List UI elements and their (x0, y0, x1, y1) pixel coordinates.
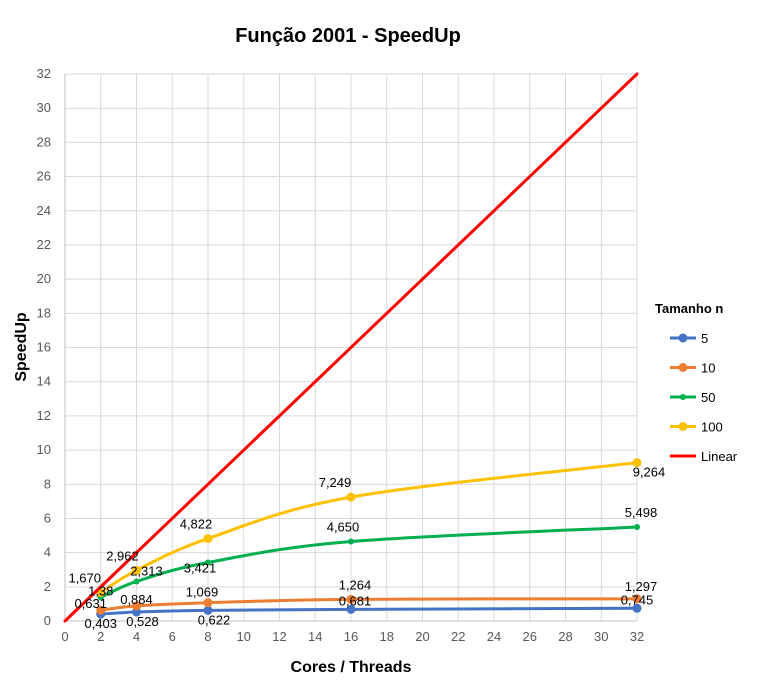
data-label-100-4: 9,264 (633, 465, 666, 480)
y-tick-label: 24 (37, 203, 51, 218)
series-line-5 (99, 606, 639, 616)
data-label-100-0: 1,670 (68, 570, 101, 585)
data-label-100-1: 2,962 (106, 548, 139, 563)
data-point-50-3 (348, 538, 354, 545)
data-label-50-2: 3,421 (184, 561, 217, 576)
data-point-100-1 (132, 565, 141, 575)
x-tick-label: 4 (133, 629, 140, 644)
data-label-10-3: 1,264 (339, 577, 372, 592)
legend-marker-5 (678, 333, 688, 343)
x-tick-label: 32 (630, 629, 644, 644)
data-point-5-3 (346, 604, 356, 614)
x-tick-label: 24 (487, 629, 501, 644)
data-label-50-1: 2,313 (130, 563, 163, 578)
data-point-10-4 (632, 594, 642, 604)
data-label-5-2: 0,622 (198, 612, 231, 627)
data-point-10-1 (132, 601, 141, 611)
data-label-10-1: 0,884 (120, 592, 153, 607)
data-point-5-2 (203, 605, 213, 615)
data-point-10-0 (96, 605, 106, 615)
x-tick-label: 2 (97, 629, 104, 644)
y-axis-title: SpeedUp (13, 312, 30, 382)
legend-label-50: 50 (701, 390, 715, 405)
legend-label-5: 5 (701, 331, 708, 346)
y-tick-label: 18 (37, 305, 51, 320)
legend: Tamanho n 5 10 50 100 Linear (655, 301, 738, 464)
y-tick-label: 20 (37, 271, 51, 286)
y-tick-label: 30 (37, 100, 51, 115)
data-point-10-3 (346, 594, 356, 604)
data-label-50-0: 1,38 (88, 583, 113, 598)
x-tick-label: 28 (558, 629, 572, 644)
x-tick-label: 26 (523, 629, 537, 644)
legend-marker-50 (680, 394, 686, 400)
y-tick-label: 22 (37, 237, 51, 252)
data-label-100-3: 7,249 (319, 475, 352, 490)
x-tick-label: 30 (594, 629, 608, 644)
data-label-5-1: 0,528 (126, 614, 159, 629)
data-point-50-4 (634, 524, 640, 531)
y-tick-label: 8 (44, 476, 51, 491)
data-label-50-3: 4,650 (327, 520, 360, 535)
data-point-50-1 (133, 578, 140, 585)
axes: 0 2 4 6 8 10 12 14 16 18 20 22 24 26 28 30 3202468101214… (37, 66, 645, 644)
series-lines (63, 72, 642, 623)
data-point-100-4 (632, 458, 642, 468)
data-label-100-2: 4,822 (180, 517, 213, 532)
data-label-5-0: 0,403 (84, 616, 117, 631)
series-line-linear (63, 72, 639, 623)
legend-marker-10 (678, 363, 688, 372)
x-axis-title: Cores / Threads (291, 659, 412, 676)
y-tick-label: 14 (37, 374, 51, 389)
legend-label-10: 10 (701, 361, 715, 376)
data-label-10-2: 1,069 (186, 585, 219, 600)
legend-marker-100 (678, 422, 688, 431)
y-tick-label: 2 (44, 579, 51, 594)
y-tick-label: 10 (37, 442, 51, 457)
legend-label-linear: Linear (701, 449, 738, 464)
y-tick-label: 12 (37, 408, 51, 423)
legend-label-100: 100 (701, 420, 723, 435)
y-tick-label: 16 (37, 340, 51, 355)
y-tick-label: 0 (44, 613, 51, 628)
x-tick-label: 10 (237, 629, 251, 644)
chart-title: Função 2001 - SpeedUp (235, 25, 461, 47)
data-label-5-3: 0,681 (339, 593, 372, 608)
data-label-5-4: 0,745 (621, 592, 654, 607)
data-label-10-0: 0,631 (74, 596, 107, 611)
data-point-100-3 (346, 492, 356, 502)
y-tick-label: 26 (37, 169, 51, 184)
x-tick-label: 0 (61, 629, 68, 644)
y-tick-label: 32 (37, 66, 51, 81)
y-tick-label: 28 (37, 134, 51, 149)
data-label-50-4: 5,498 (625, 505, 658, 520)
data-label-10-4: 1,297 (625, 579, 658, 594)
data-point-10-2 (203, 598, 213, 608)
x-tick-label: 16 (344, 629, 358, 644)
data-labels: 0,403 0,528 0,622 0,681 0,745 0,631 0,884 1,069… (68, 465, 665, 631)
x-tick-label: 20 (415, 629, 429, 644)
x-tick-label: 8 (204, 629, 211, 644)
data-point-50-2 (205, 559, 211, 566)
data-point-100-2 (203, 534, 213, 544)
y-tick-label: 4 (44, 545, 51, 560)
legend-title: Tamanho n (655, 301, 723, 316)
x-tick-label: 12 (272, 629, 286, 644)
x-tick-label: 6 (169, 629, 176, 644)
y-tick-label: 6 (44, 510, 51, 525)
data-point-5-4 (632, 603, 642, 613)
x-tick-label: 22 (451, 629, 465, 644)
x-tick-label: 14 (308, 629, 322, 644)
x-tick-label: 18 (380, 629, 394, 644)
